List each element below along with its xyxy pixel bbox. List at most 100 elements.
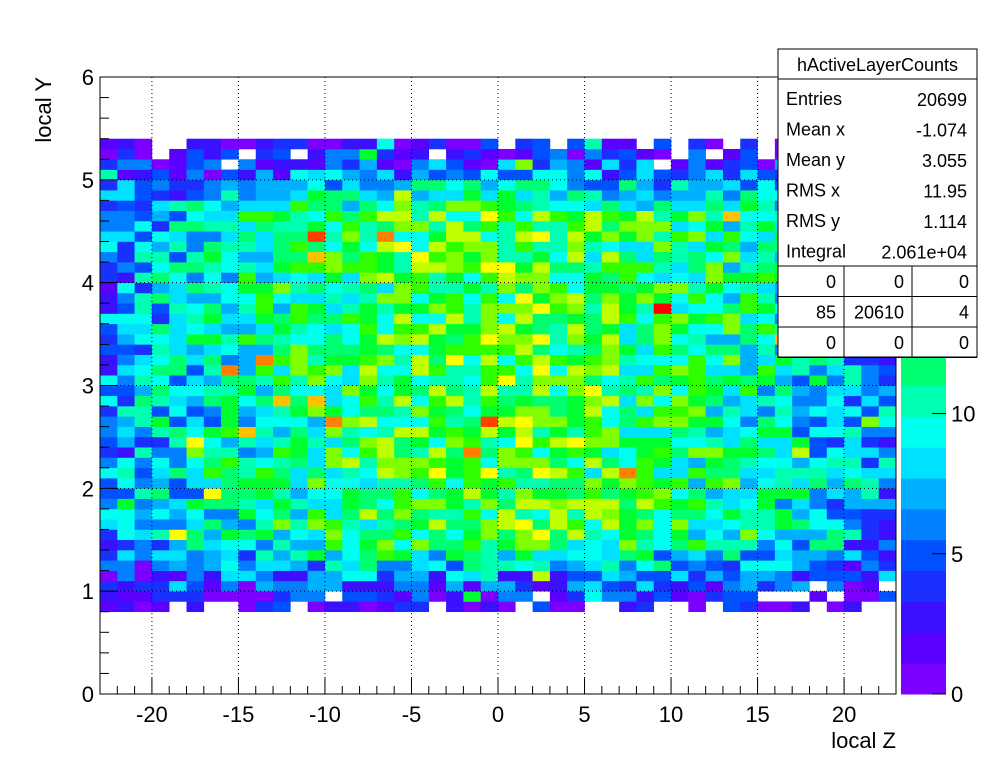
- heatmap-cell: [878, 467, 897, 479]
- y-tick-label: 1: [82, 579, 94, 604]
- heatmap-cell: [705, 570, 724, 582]
- heatmap-cell: [774, 550, 793, 561]
- heatmap-cell: [757, 179, 776, 191]
- heatmap-cell: [515, 570, 533, 582]
- heatmap-cell: [705, 159, 724, 170]
- heatmap-cell: [428, 292, 447, 304]
- heatmap-cell: [532, 272, 551, 283]
- heatmap-cell: [428, 570, 447, 582]
- heatmap-cell: [411, 303, 430, 314]
- heatmap-cell: [238, 375, 257, 386]
- heatmap-cell: [446, 179, 464, 191]
- heatmap-cell: [601, 457, 620, 469]
- heatmap-cell: [238, 580, 257, 592]
- heatmap-cell: [169, 241, 187, 253]
- heatmap-cell: [376, 231, 395, 242]
- heatmap-cell: [186, 148, 205, 160]
- heatmap-cell: [273, 210, 291, 222]
- heatmap-cell: [809, 560, 828, 571]
- heatmap-cell: [342, 354, 360, 366]
- heatmap-cell: [601, 539, 620, 551]
- heatmap-cell: [186, 426, 205, 438]
- heatmap-cell: [151, 251, 170, 263]
- heatmap-cell: [238, 560, 257, 571]
- heatmap-cell: [705, 313, 724, 325]
- heatmap-cell: [359, 138, 378, 150]
- heatmap-cell: [151, 457, 170, 469]
- heatmap-cell: [151, 190, 170, 201]
- heatmap-cell: [342, 231, 360, 242]
- heatmap-cell: [653, 313, 672, 325]
- heatmap-cell: [307, 179, 326, 191]
- heatmap-cell: [411, 210, 430, 222]
- heatmap-cell: [498, 406, 516, 417]
- heatmap-cell: [480, 447, 499, 458]
- heatmap-cell: [238, 488, 257, 499]
- heatmap-cell: [446, 416, 464, 427]
- heatmap-cell: [100, 591, 118, 602]
- heatmap-cell: [705, 560, 724, 571]
- heatmap-cell: [532, 231, 551, 242]
- heatmap-cell: [117, 241, 135, 253]
- heatmap-cell: [498, 159, 516, 170]
- heatmap-cell: [532, 385, 551, 397]
- heatmap-cell: [290, 385, 308, 397]
- heatmap-cell: [740, 272, 758, 283]
- heatmap-cell: [653, 519, 672, 530]
- heatmap-cell: [498, 190, 516, 201]
- heatmap-cell: [446, 344, 464, 355]
- heatmap-cell: [549, 478, 568, 489]
- heatmap-cell: [792, 354, 810, 366]
- heatmap-cell: [203, 385, 222, 397]
- heatmap-cell: [411, 416, 430, 427]
- heatmap-cell: [446, 200, 464, 211]
- heatmap-cell: [376, 179, 395, 191]
- heatmap-cell: [463, 375, 481, 386]
- heatmap-cell: [688, 529, 706, 541]
- heatmap-cell: [636, 364, 655, 376]
- heatmap-cell: [359, 560, 378, 571]
- heatmap-cell: [290, 467, 308, 479]
- heatmap-cell: [549, 488, 568, 499]
- stats-row-label: Mean x: [786, 120, 845, 140]
- x-axis-ticks: -20 -15 -10 -5 0 5 10 15 20: [99, 678, 897, 727]
- heatmap-cell: [722, 334, 741, 345]
- heatmap-cell: [117, 406, 135, 417]
- heatmap-cell: [757, 262, 776, 273]
- heatmap-cell: [567, 467, 585, 479]
- heatmap-cell: [619, 231, 637, 242]
- heatmap-cell: [342, 148, 360, 160]
- y-axis-title: local Y: [31, 77, 56, 143]
- heatmap-cell: [151, 179, 170, 191]
- heatmap-cell: [203, 169, 222, 181]
- heatmap-cell: [584, 436, 603, 448]
- heatmap-cell: [515, 292, 533, 304]
- heatmap-cell: [169, 200, 187, 211]
- heatmap-cell: [376, 364, 395, 376]
- heatmap-cell: [134, 354, 153, 366]
- heatmap-cell: [480, 591, 499, 602]
- heatmap-cell: [844, 601, 862, 613]
- heatmap-cell: [636, 488, 655, 499]
- heatmap-cell: [740, 148, 758, 160]
- heatmap-cell: [186, 220, 205, 232]
- heatmap-cell: [186, 272, 205, 283]
- heatmap-cell: [601, 220, 620, 232]
- heatmap-cell: [653, 138, 672, 150]
- heatmap-cell: [342, 323, 360, 335]
- heatmap-cell: [636, 467, 655, 479]
- y-tick-label: 2: [82, 476, 94, 501]
- heatmap-cell: [134, 282, 153, 294]
- heatmap-cell: [653, 560, 672, 571]
- heatmap-cell: [134, 467, 153, 479]
- heatmap-cell: [221, 498, 239, 510]
- heatmap-cell: [117, 148, 135, 160]
- heatmap-cell: [203, 467, 222, 479]
- x-tick-label: 20: [832, 702, 856, 727]
- heatmap-cell: [601, 529, 620, 541]
- heatmap-cell: [324, 251, 343, 263]
- heatmap-cell: [878, 550, 897, 561]
- heatmap-cell: [463, 570, 481, 582]
- heatmap-cell: [203, 231, 222, 242]
